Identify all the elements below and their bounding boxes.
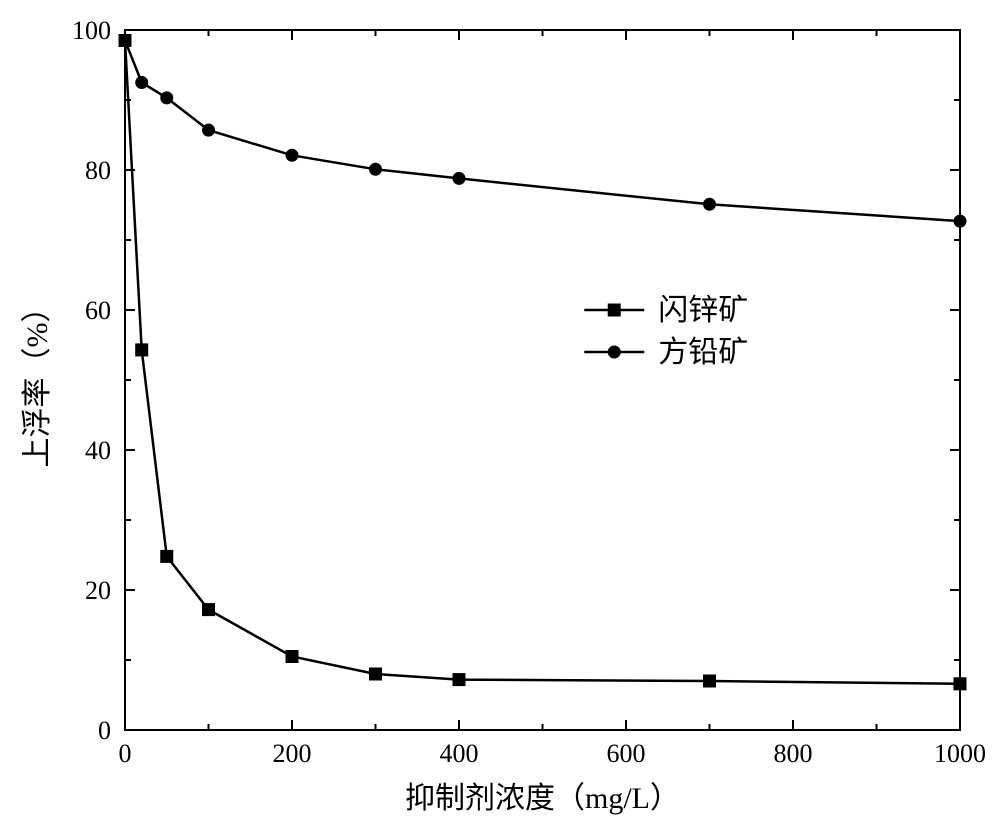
y-tick-label: 40 <box>85 436 111 465</box>
data-marker <box>286 651 298 663</box>
data-marker <box>286 149 298 161</box>
data-marker <box>161 92 173 104</box>
data-marker <box>370 163 382 175</box>
x-tick-label: 400 <box>440 739 479 768</box>
data-marker <box>203 124 215 136</box>
data-marker <box>119 35 131 47</box>
x-tick-label: 600 <box>607 739 646 768</box>
data-marker <box>136 344 148 356</box>
y-tick-label: 0 <box>98 716 111 745</box>
data-marker <box>203 604 215 616</box>
data-marker <box>954 678 966 690</box>
y-axis-label: 上浮率（%） <box>21 293 54 468</box>
legend-marker <box>608 304 620 316</box>
data-marker <box>161 550 173 562</box>
x-tick-label: 800 <box>774 739 813 768</box>
data-marker <box>136 77 148 89</box>
legend-label: 闪锌矿 <box>658 294 748 327</box>
x-tick-label: 0 <box>119 739 132 768</box>
y-tick-label: 80 <box>85 156 111 185</box>
y-tick-label: 20 <box>85 576 111 605</box>
line-chart: 0 200 400 600 800 1000 抑制剂浓度（mg/L） 0 20 40 60 80 100… <box>0 0 1000 838</box>
legend-label: 方铅矿 <box>658 336 748 369</box>
data-marker <box>954 215 966 227</box>
y-tick-label: 60 <box>85 296 111 325</box>
data-marker <box>704 198 716 210</box>
x-tick-label: 200 <box>273 739 312 768</box>
data-marker <box>453 172 465 184</box>
x-axis-label: 抑制剂浓度（mg/L） <box>405 782 680 815</box>
data-marker <box>453 674 465 686</box>
data-marker <box>704 675 716 687</box>
y-tick-label: 100 <box>72 16 111 45</box>
x-tick-label: 1000 <box>934 739 986 768</box>
chart-container: 0 200 400 600 800 1000 抑制剂浓度（mg/L） 0 20 40 60 80 100… <box>0 0 1000 838</box>
legend-marker <box>608 346 620 358</box>
data-marker <box>370 668 382 680</box>
